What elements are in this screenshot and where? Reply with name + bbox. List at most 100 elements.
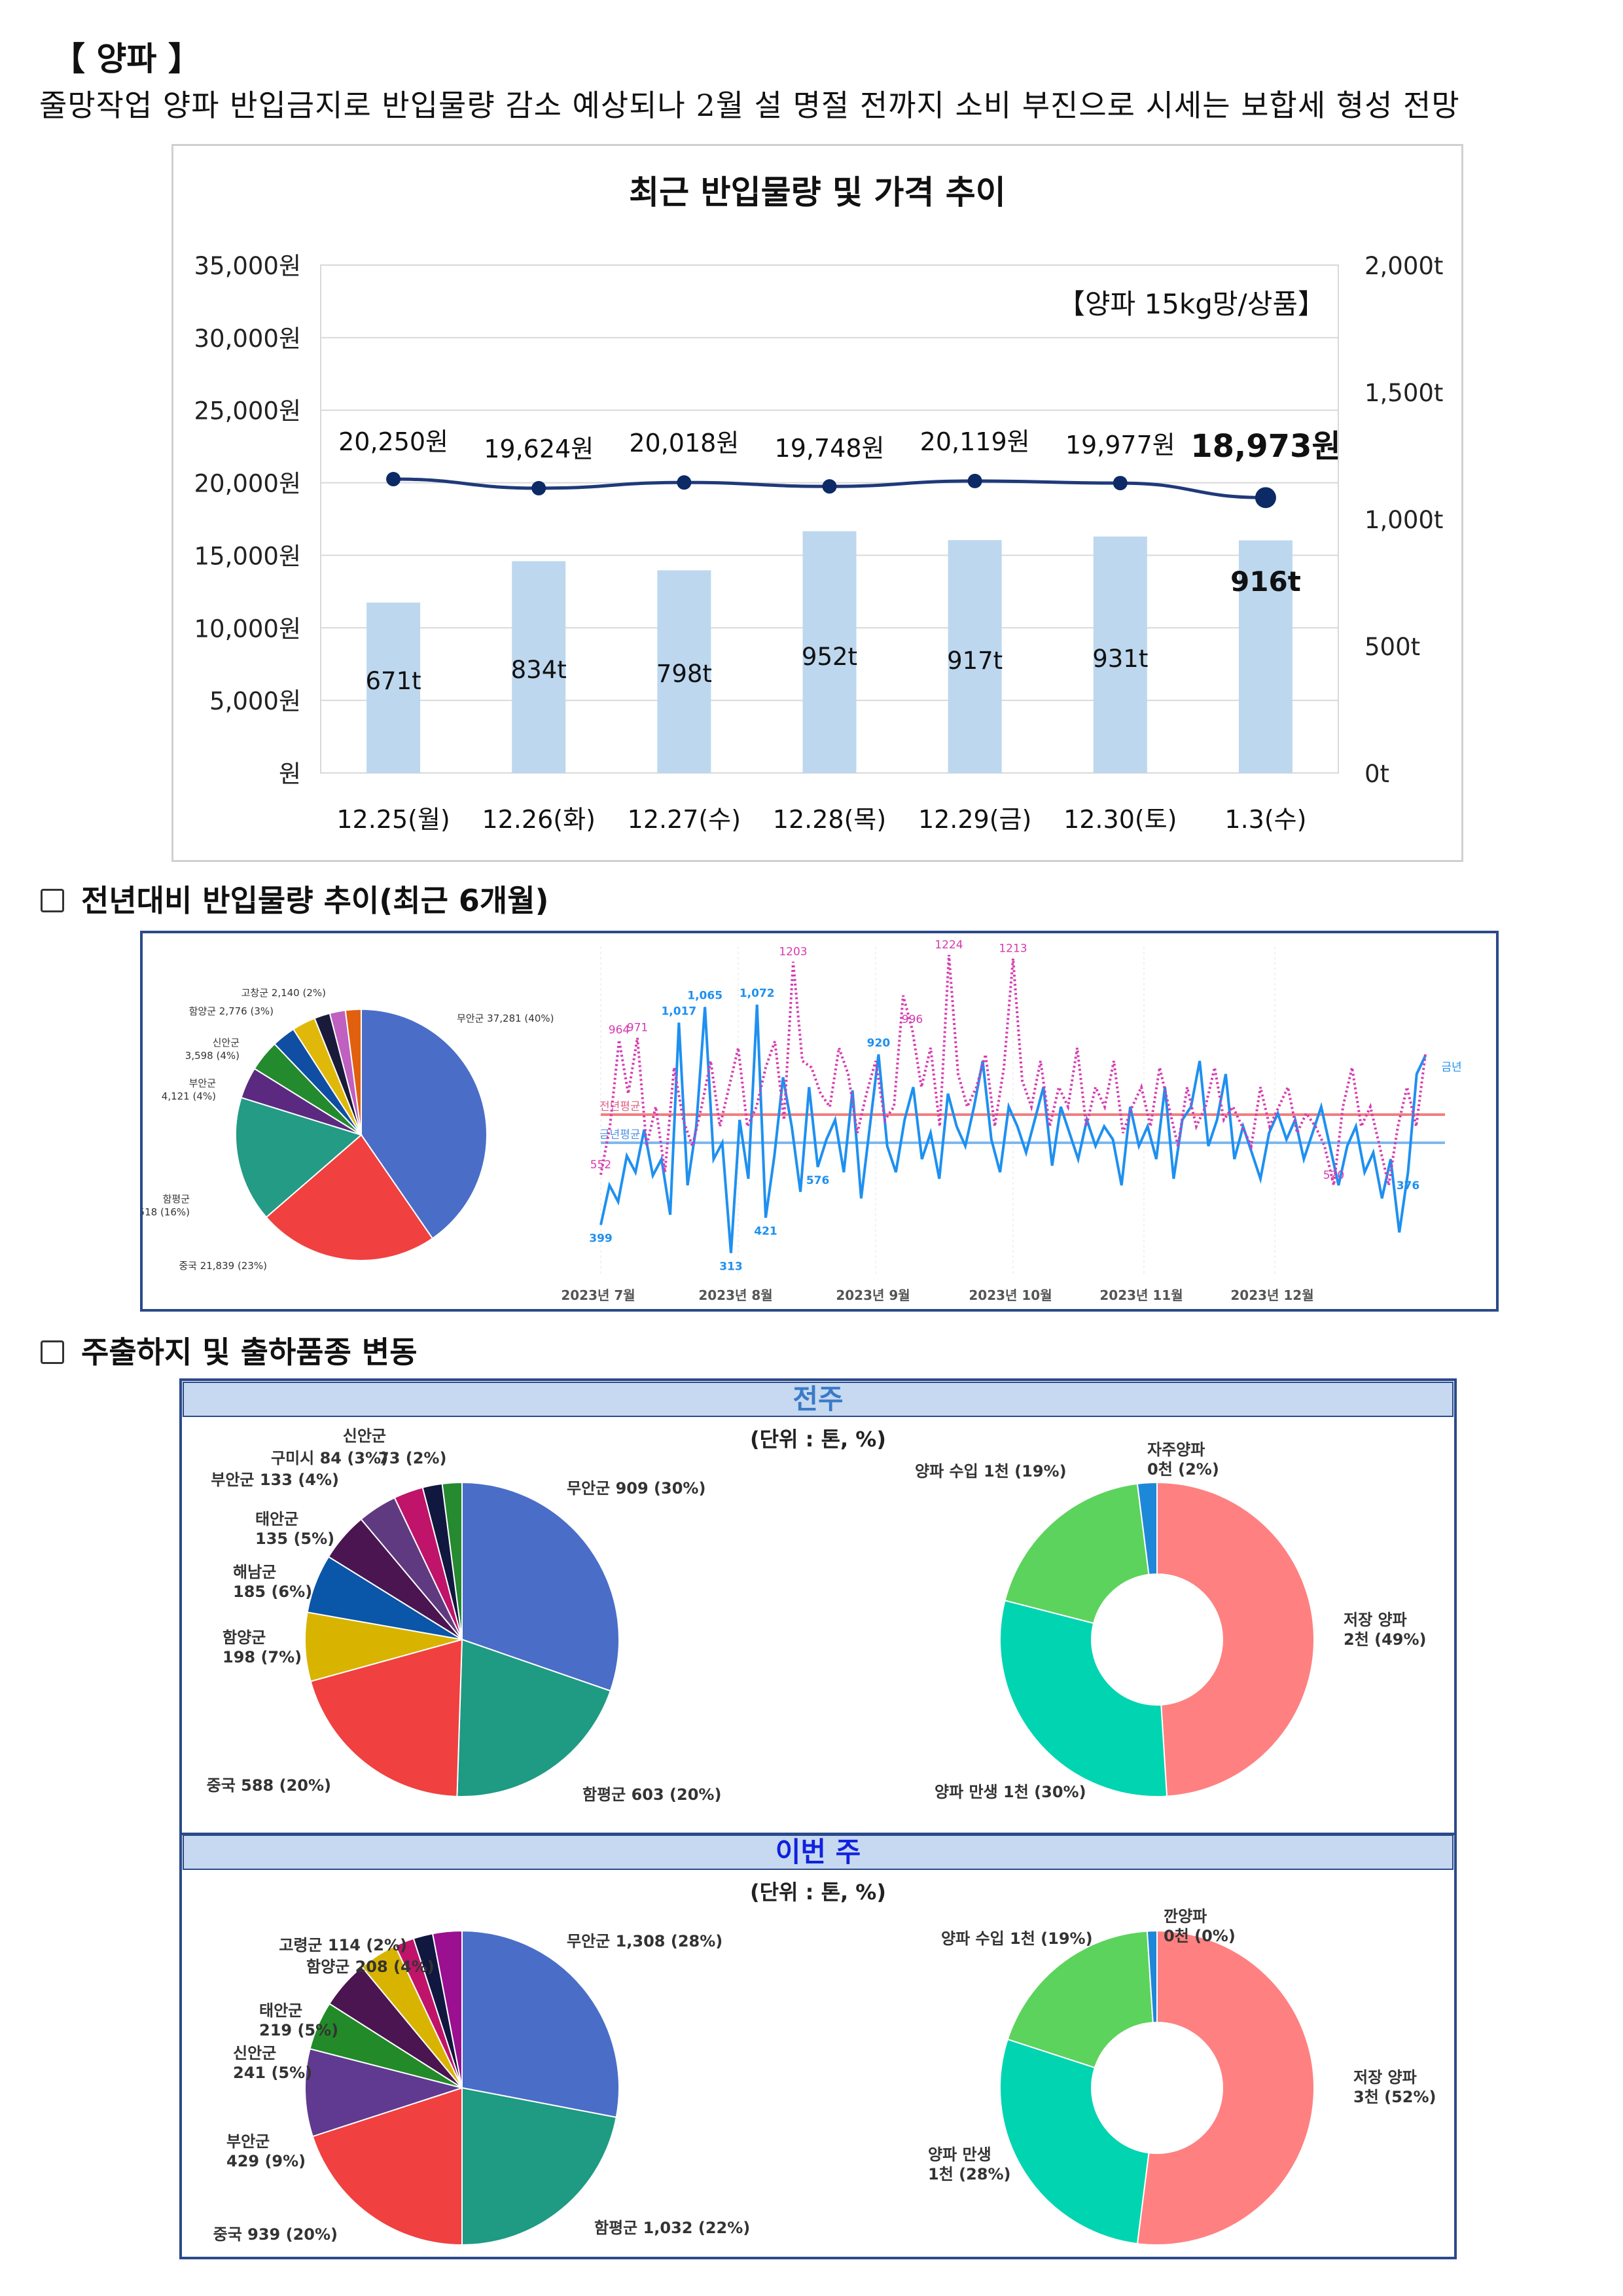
volume-label: 834t bbox=[511, 656, 567, 684]
point-label: 1,017 bbox=[661, 1005, 696, 1018]
pie-label: 신안군 bbox=[343, 1427, 386, 1445]
price-point bbox=[1255, 487, 1276, 509]
variety-donut-slice bbox=[1156, 1481, 1315, 1797]
point-label: 1,065 bbox=[687, 990, 722, 1003]
pie-label: 135 (5%) bbox=[255, 1530, 334, 1548]
origin-pie-slice bbox=[235, 1096, 363, 1219]
price-point bbox=[386, 472, 401, 487]
section-origin-heading: 주출하지 및 출하품종 변동 bbox=[41, 1329, 418, 1372]
section-origin-title: 주출하지 및 출하품종 변동 bbox=[81, 1335, 418, 1370]
avg-label: 전년평균 bbox=[599, 1100, 641, 1113]
pie-label: 양파 수입 1천 (19%) bbox=[915, 1462, 1067, 1480]
pie-label: 부안군 133 (4%) bbox=[211, 1471, 339, 1489]
x-tick-label: 12.27(수) bbox=[628, 805, 741, 834]
price-point bbox=[967, 473, 982, 488]
pie-label: 14,518 (16%) bbox=[143, 1206, 190, 1218]
section-yoy-title: 전년대비 반입물량 추이(최근 6개월) bbox=[81, 883, 549, 918]
section-yoy-heading: 전년대비 반입물량 추이(최근 6개월) bbox=[41, 877, 549, 920]
origin-pie-slice bbox=[361, 1008, 488, 1240]
origin-pie-slice bbox=[431, 1929, 463, 2089]
yoy-chart: 무안군 37,281 (40%) 중국 21,839 (23%) 함평군14,518… bbox=[123, 924, 1462, 1303]
y-right-tick: 2,000t bbox=[1364, 252, 1443, 280]
variety-donut-slice bbox=[999, 1600, 1168, 1797]
y-right-tick: 1,500t bbox=[1364, 379, 1443, 407]
pie-label: 함양군 bbox=[223, 1628, 266, 1647]
x-tick-label: 12.25(월) bbox=[336, 805, 450, 834]
point-label: 916 bbox=[1423, 933, 1446, 937]
x-tick-label: 12.30(토) bbox=[1063, 805, 1177, 834]
x-month-label: 2023년 10월 bbox=[969, 1287, 1052, 1303]
point-label: 1224 bbox=[935, 939, 963, 952]
y-left-tick: 원 bbox=[279, 760, 301, 788]
point-label: 1,072 bbox=[740, 987, 775, 1000]
origin-pie-slice bbox=[344, 1008, 362, 1136]
volume-bar bbox=[512, 561, 566, 773]
volume-bar bbox=[366, 602, 421, 773]
checkbox-icon bbox=[41, 1340, 64, 1364]
pie-label: 태안군 bbox=[259, 2001, 302, 2020]
price-label: 19,748원 bbox=[775, 434, 885, 463]
origin-chart-frame: 전주 (단위 : 톤, %) 이번 주 (단위 : 톤, %) 무안군 909 (30%… bbox=[179, 1378, 1457, 2259]
point-label: 399 bbox=[589, 1232, 613, 1246]
pie-label: 중국 939 (20%) bbox=[213, 2225, 338, 2244]
y-left-tick: 35,000원 bbox=[194, 252, 301, 280]
origin-chart: 전주 (단위 : 톤, %) 이번 주 (단위 : 톤, %) 무안군 909 (30%… bbox=[182, 1382, 1454, 2246]
point-label: 376 bbox=[1397, 1179, 1420, 1193]
y-left-tick: 10,000원 bbox=[194, 615, 301, 643]
point-label: 1203 bbox=[779, 946, 807, 959]
point-label: 552 bbox=[590, 1158, 611, 1172]
pie-label: 429 (9%) bbox=[226, 2152, 306, 2170]
volume-label: 917t bbox=[947, 647, 1003, 675]
point-label: 520 bbox=[1323, 1169, 1344, 1182]
price-point bbox=[677, 475, 692, 490]
y-left-tick: 30,000원 bbox=[194, 325, 301, 353]
y-left-tick: 15,000원 bbox=[194, 542, 301, 570]
pie-label: 중국 21,839 (23%) bbox=[179, 1260, 267, 1272]
variety-donut-slice bbox=[1136, 1481, 1158, 1575]
pie-label: 219 (5%) bbox=[259, 2021, 338, 2039]
volume-bar bbox=[948, 540, 1002, 773]
y-right-tick: 500t bbox=[1364, 633, 1420, 661]
volume-bar bbox=[802, 531, 857, 773]
y-left-tick: 5,000원 bbox=[209, 687, 301, 715]
point-label: 313 bbox=[719, 1261, 743, 1274]
price-point bbox=[531, 480, 546, 495]
page-subtitle: 줄망작업 양파 반입금지로 반입물량 감소 예상되나 2월 설 명절 전까지 소… bbox=[39, 88, 1460, 123]
y-right-tick: 1,000t bbox=[1364, 506, 1443, 534]
pie-label: 무안군 909 (30%) bbox=[567, 1479, 705, 1498]
volume-bar bbox=[1238, 540, 1293, 773]
pie-label: 신안군 bbox=[233, 2044, 276, 2062]
origin-pie-slice bbox=[310, 1638, 463, 1797]
pie-label: 함양군 208 (4%) bbox=[306, 1958, 435, 1976]
yoy-chart-frame: 무안군 37,281 (40%) 중국 21,839 (23%) 함평군14,518… bbox=[123, 924, 1499, 1312]
panel-title: 전주 bbox=[793, 1383, 843, 1415]
origin-pie-slice bbox=[461, 2087, 617, 2246]
pie-label: 부안군 bbox=[226, 2132, 270, 2151]
x-tick-label: 12.28(목) bbox=[773, 805, 886, 834]
volume-bar bbox=[657, 570, 711, 773]
x-month-label: 2023년 7월 bbox=[561, 1287, 635, 1303]
pie-label: 부안군 bbox=[189, 1077, 217, 1089]
checkbox-icon bbox=[41, 889, 64, 912]
x-tick-label: 12.26(화) bbox=[482, 805, 596, 834]
pie-label: 양파 만생 1천 (30%) bbox=[935, 1783, 1086, 1801]
pie-label: 중국 588 (20%) bbox=[207, 1776, 331, 1795]
pie-label: 자주양파 bbox=[1147, 1441, 1205, 1459]
price-label: 18,973원 bbox=[1190, 428, 1340, 465]
variety-donut-slice bbox=[1004, 1482, 1150, 1624]
x-month-label: 2023년 11월 bbox=[1099, 1287, 1183, 1303]
point-label: 971 bbox=[627, 1022, 648, 1035]
pie-label: 고창군 2,140 (2%) bbox=[241, 987, 326, 999]
volume-label: 671t bbox=[366, 667, 421, 695]
pie-label: 고령군 114 (2%) bbox=[279, 1936, 407, 1954]
unit-label: (단위 : 톤, %) bbox=[750, 1427, 886, 1452]
origin-pie-slice bbox=[312, 2087, 463, 2246]
price-label: 20,018원 bbox=[629, 429, 739, 457]
chart-annotation: 【양파 15kg망/상품】 bbox=[1058, 288, 1325, 320]
pie-label: 무안군 1,308 (28%) bbox=[567, 1932, 722, 1950]
price-label: 19,624원 bbox=[484, 435, 594, 463]
pie-label: 저장 양파 bbox=[1353, 2068, 1417, 2087]
pie-label: 함평군 603 (20%) bbox=[582, 1785, 721, 1804]
variety-donut-slice bbox=[1007, 1930, 1154, 2069]
pie-label: 0천 (2%) bbox=[1147, 1460, 1219, 1479]
